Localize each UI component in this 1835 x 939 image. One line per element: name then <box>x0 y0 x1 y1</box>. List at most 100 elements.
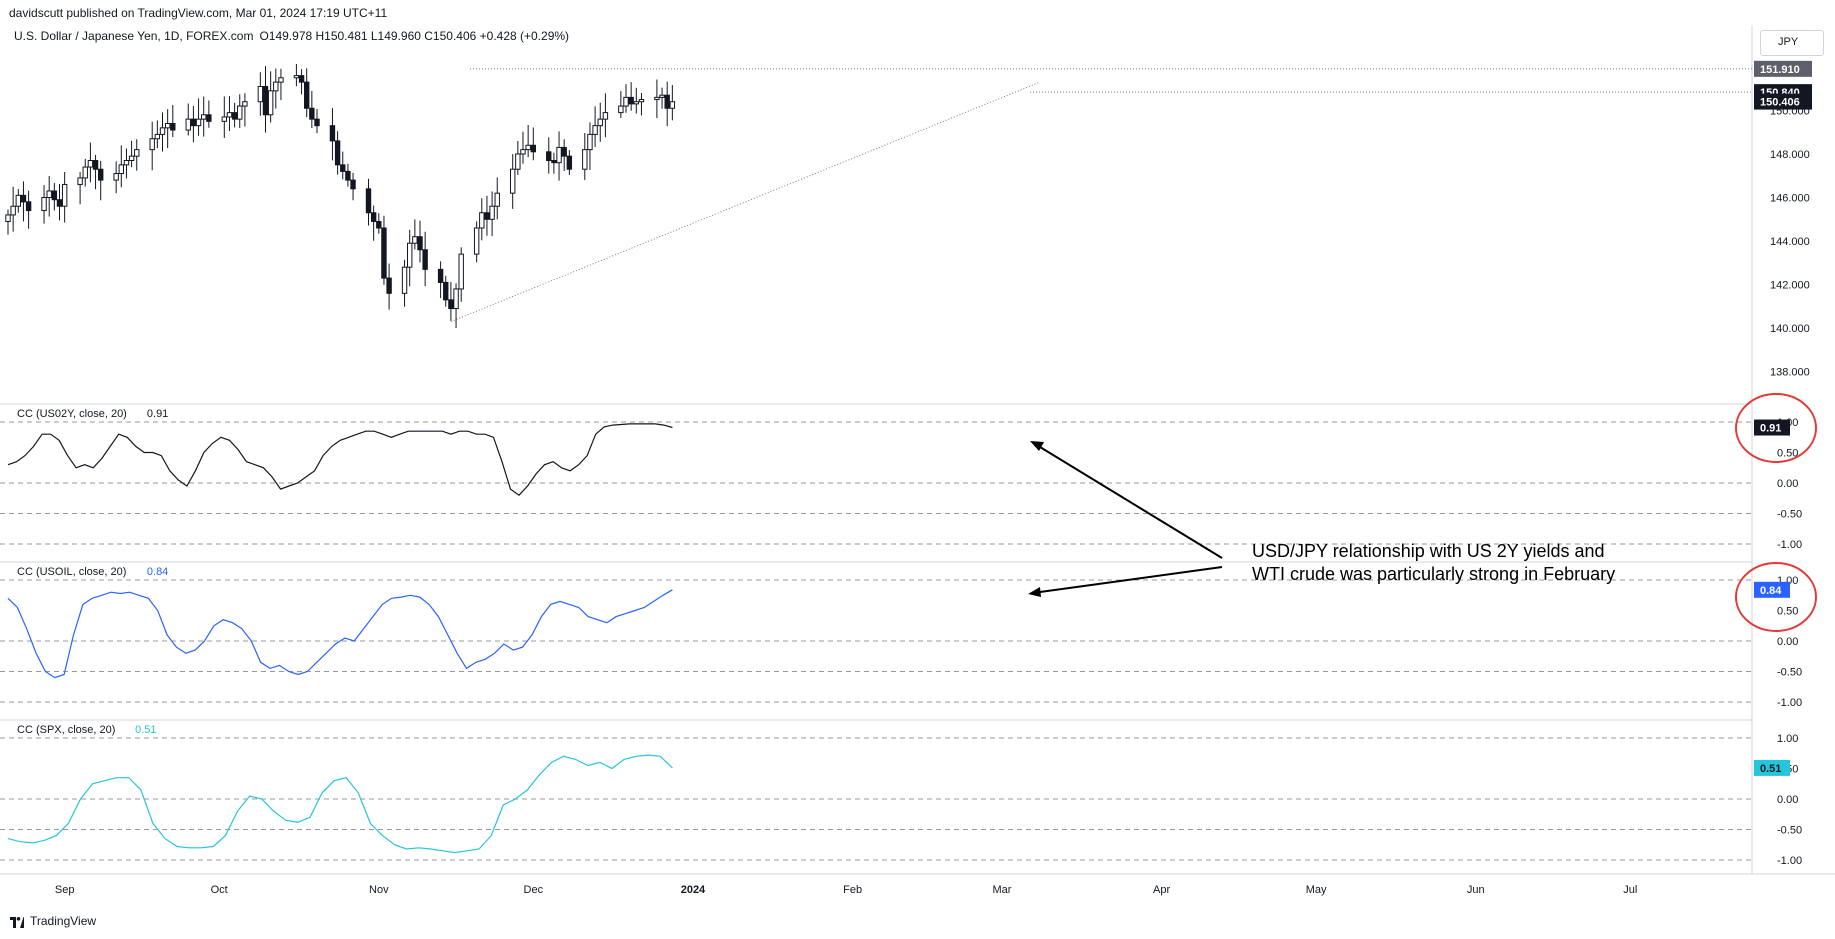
highlight-circle <box>1735 562 1817 632</box>
correlation-line <box>7 423 673 496</box>
annotation-arrowhead <box>1030 441 1044 451</box>
indicator-tick-label: 0.00 <box>1777 636 1798 648</box>
candle-body <box>664 94 670 109</box>
candle-body <box>231 112 238 120</box>
price-tick-label: 146.000 <box>1770 193 1810 205</box>
candle-body <box>309 107 315 120</box>
annotation-arrow <box>1039 566 1223 593</box>
indicator-tick-label: -1.00 <box>1777 539 1802 551</box>
candle-body <box>365 188 372 214</box>
trend-line <box>450 81 1041 323</box>
annotation-arrow <box>1039 446 1223 559</box>
candle-body <box>123 160 130 166</box>
indicator-tick-label: -0.50 <box>1777 508 1802 520</box>
candle-body <box>298 75 305 83</box>
indicator-tick-label: 0.50 <box>1777 606 1798 618</box>
candle-body <box>206 114 212 122</box>
ohlc-values: O149.978 H150.481 L149.960 C150.406 +0.4… <box>259 29 570 43</box>
time-tick-label: Apr <box>1153 884 1170 896</box>
candle-body <box>262 85 269 116</box>
indicator-tick-label: -1.00 <box>1777 697 1802 709</box>
time-tick-label: Jul <box>1623 884 1637 896</box>
candle-body <box>401 266 408 294</box>
correlation-line <box>7 589 673 679</box>
indicator-legend: CC (US02Y, close, 20) <box>17 408 127 420</box>
candle-body <box>242 101 248 107</box>
candle-body <box>278 77 284 83</box>
currency-box[interactable] <box>1760 30 1824 56</box>
candle-body <box>345 170 351 181</box>
candle-body <box>437 268 444 283</box>
candle-body <box>92 160 99 170</box>
indicator-legend-value: 0.51 <box>135 724 156 736</box>
symbol-legend: U.S. Dollar / Japanese Yen, 1D, FOREX.co… <box>14 29 569 43</box>
candle-body <box>370 212 377 222</box>
candle-body <box>226 112 233 118</box>
annotation-line-2: WTI crude was particularly strong in Feb… <box>1252 564 1616 584</box>
candle-body <box>633 101 639 105</box>
price-label-text: 150.406 <box>1760 97 1800 109</box>
indicator-legend-value: 0.84 <box>147 566 168 578</box>
candle-body <box>113 173 119 181</box>
candle-body <box>386 277 392 294</box>
candle-body <box>412 236 418 244</box>
currency-label: JPY <box>1778 36 1799 48</box>
candle-body <box>15 194 22 207</box>
candle-body <box>530 144 536 153</box>
candle-body <box>546 151 552 162</box>
candle-body <box>489 205 495 220</box>
candle-body <box>46 190 52 199</box>
candle-body <box>592 125 598 135</box>
candle-body <box>128 155 135 162</box>
candle-body <box>551 160 557 164</box>
indicator-tick-label: -1.00 <box>1777 855 1802 867</box>
candle-body <box>561 146 567 157</box>
candle-body <box>618 105 624 114</box>
candle-body <box>82 166 88 179</box>
candle-body <box>566 155 573 170</box>
indicator-tick-label: -0.50 <box>1777 824 1802 836</box>
candle-body <box>443 281 449 301</box>
candle-body <box>669 101 676 109</box>
candle-body <box>185 118 191 131</box>
candle-body <box>314 118 320 127</box>
candle-body <box>267 90 274 116</box>
candle-body <box>154 133 161 140</box>
candle-body <box>164 122 171 129</box>
indicator-tick-label: -0.50 <box>1777 666 1802 678</box>
indicator-tick-label: 0.00 <box>1777 794 1798 806</box>
candle-body <box>654 96 660 101</box>
price-tick-label: 148.000 <box>1770 149 1810 161</box>
candle-body <box>304 81 310 109</box>
publisher-line: davidscutt published on TradingView.com,… <box>9 6 388 20</box>
candle-body <box>87 160 94 168</box>
annotation-arrowhead <box>1028 587 1041 597</box>
indicator-tick-label: 0.50 <box>1777 448 1798 460</box>
tradingview-logo-icon <box>10 915 24 928</box>
candle-body <box>221 116 228 122</box>
candle-body <box>422 249 428 270</box>
candle-body <box>190 118 197 127</box>
candle-body <box>149 138 155 151</box>
candle-body <box>257 85 264 103</box>
indicator-tick-label: 1.00 <box>1777 733 1798 745</box>
candle-body <box>159 127 166 135</box>
candle-body <box>201 114 207 120</box>
indicator-legend-value: 0.91 <box>147 408 168 420</box>
candle-body <box>638 99 645 103</box>
price-tick-label: 142.000 <box>1770 280 1810 292</box>
candle-body <box>118 164 124 175</box>
candle-body <box>293 75 300 79</box>
candle-body <box>340 164 346 172</box>
candle-body <box>628 96 634 105</box>
candle-body <box>479 212 485 229</box>
time-tick-label: Sep <box>55 884 75 896</box>
candle-body <box>484 212 490 220</box>
candle-body <box>77 177 83 185</box>
time-tick-label: Dec <box>524 884 544 896</box>
candle-body <box>510 168 516 194</box>
candle-body <box>515 153 521 170</box>
time-tick-label: Nov <box>369 884 389 896</box>
